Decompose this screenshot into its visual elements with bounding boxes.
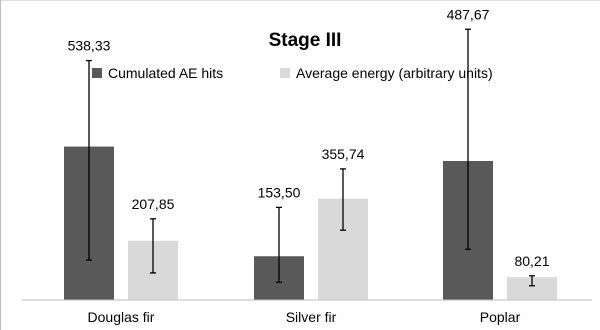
x-tick-label-poplar: Poplar [480, 309, 521, 325]
legend-swatch-cumulated-ae-hits [92, 68, 102, 78]
error-bar-silver-fir-ae-hits [276, 206, 282, 283]
data-label-douglas-fir-avg-energy: 207,85 [132, 196, 175, 212]
legend-swatch-average-energy [280, 68, 290, 78]
data-labels-layer: 538,33 207,85 153,50 355,74 487,67 80,21 [68, 6, 550, 269]
legend: Cumulated AE hits Average energy (arbitr… [92, 65, 493, 81]
error-bar-silver-fir-avg-energy [340, 168, 346, 231]
error-bar-poplar-ae-hits [465, 28, 471, 250]
x-tick-label-douglas-fir: Douglas fir [88, 309, 155, 325]
data-label-silver-fir-ae-hits: 153,50 [258, 184, 301, 200]
bar-poplar-avg-energy [507, 277, 557, 300]
error-bar-douglas-fir-avg-energy [150, 218, 156, 274]
error-bar-poplar-avg-energy [529, 275, 535, 287]
x-tick-label-silver-fir: Silver fir [286, 309, 337, 325]
x-tick-labels: Douglas fir Silver fir Poplar [88, 309, 521, 325]
data-label-silver-fir-avg-energy: 355,74 [322, 146, 365, 162]
error-bars-layer [86, 28, 535, 287]
chart-title: Stage III [269, 30, 342, 51]
legend-label-cumulated-ae-hits: Cumulated AE hits [108, 65, 223, 81]
bars-layer [64, 146, 557, 300]
data-label-poplar-ae-hits: 487,67 [447, 6, 490, 22]
error-bar-douglas-fir-ae-hits [86, 59, 92, 261]
data-label-douglas-fir-ae-hits: 538,33 [68, 38, 111, 54]
legend-label-average-energy: Average energy (arbitrary units) [296, 65, 493, 81]
data-label-poplar-avg-energy: 80,21 [514, 253, 549, 269]
